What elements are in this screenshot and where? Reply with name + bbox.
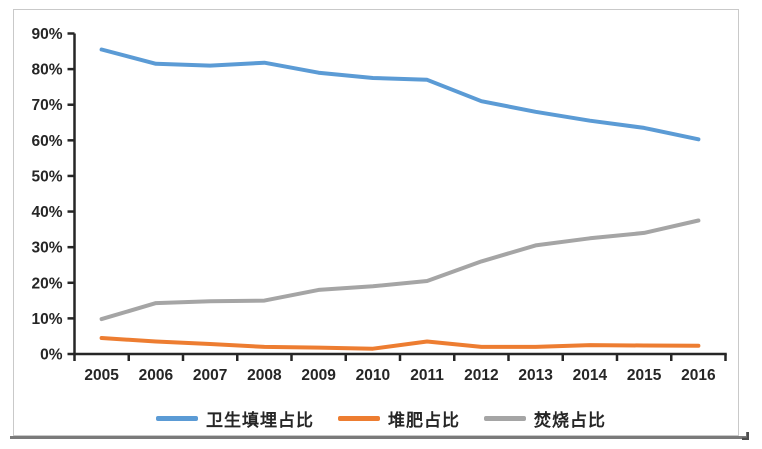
series-line-2: [99, 218, 701, 322]
incineration-line-swatch-icon: [484, 415, 526, 421]
series-line-0: [99, 47, 701, 142]
legend-label-compost: 堆肥占比: [388, 410, 460, 430]
y-tick-label: 30%: [31, 240, 62, 257]
y-tick-label: 40%: [31, 204, 62, 221]
x-tick-label: 2009: [301, 367, 336, 384]
x-tick-label: 2013: [518, 367, 553, 384]
legend-label-incineration: 焚烧占比: [534, 410, 606, 430]
y-tick-label: 70%: [31, 97, 62, 114]
series-line-1: [99, 336, 701, 351]
legend-item-compost: 堆肥占比: [338, 406, 460, 431]
y-tick-label: 50%: [31, 168, 62, 185]
x-tick-label: 2015: [627, 367, 662, 384]
x-tick-label: 2005: [84, 367, 119, 384]
legend-label-landfill: 卫生填埋占比: [206, 410, 314, 430]
x-tick-label: 2010: [356, 367, 390, 384]
bottom-divider: [10, 436, 746, 439]
x-tick-label: 2007: [193, 367, 227, 384]
x-tick-label: 2014: [573, 367, 608, 384]
compost-line-swatch-icon: [338, 415, 380, 421]
legend: 卫生填埋占比 堆肥占比 焚烧占比: [0, 405, 762, 431]
y-tick-label: 20%: [31, 275, 62, 292]
x-tick-label: 2008: [247, 367, 282, 384]
legend-item-landfill: 卫生填埋占比: [156, 406, 314, 431]
landfill-line-swatch-icon: [156, 415, 198, 421]
panel-border: [13, 9, 739, 436]
y-tick-label: 90%: [31, 26, 62, 43]
x-tick-label: 2016: [681, 367, 716, 384]
y-tick-label: 10%: [31, 311, 62, 328]
legend-item-incineration: 焚烧占比: [484, 406, 606, 431]
y-tick-label: 0%: [40, 347, 63, 364]
x-tick-label: 2011: [410, 367, 444, 384]
y-tick-label: 60%: [31, 133, 62, 150]
x-tick-label: 2006: [139, 367, 174, 384]
x-tick-label: 2012: [464, 367, 498, 384]
y-tick-label: 80%: [31, 62, 62, 79]
